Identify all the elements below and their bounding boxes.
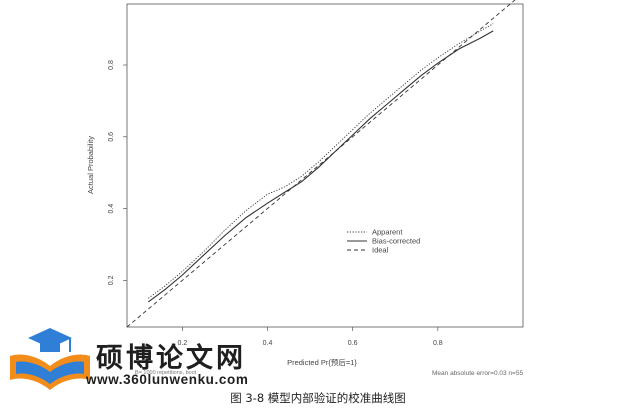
x-tick-label: 0.6: [348, 340, 358, 347]
x-tick-label: 0.4: [263, 340, 273, 347]
x-tick-label: 0.8: [433, 340, 443, 347]
footer-right-note: Mean absolute error=0.03 n=55: [432, 370, 524, 377]
legend-label: Bias-corrected: [372, 237, 420, 246]
y-tick-label: 0.8: [108, 60, 115, 70]
figure-caption: 图 3-8 模型内部验证的校准曲线图: [230, 391, 406, 405]
ticks-layer: 0.2 0.4 0.6 0.8 0.2 0.4 0.6 0.8: [108, 60, 443, 347]
y-tick-label: 0.6: [108, 132, 115, 142]
graduation-cap-book-icon: [10, 328, 90, 390]
lines-layer: [126, 0, 516, 328]
series-line-apparent: [148, 23, 494, 299]
legend-label: Ideal: [372, 246, 389, 255]
footer-left-note: B= 1000 repetitions, boot: [135, 370, 197, 376]
y-tick-label: 0.2: [108, 275, 115, 285]
plot-frame: [126, 3, 524, 328]
watermark-site-name: 硕博论文网: [96, 343, 246, 374]
y-axis-label: Actual Probability: [86, 136, 95, 194]
x-axis-label: Predicted Pr{预后=1}: [287, 357, 357, 367]
watermark-logo: 硕博论文网 www.360lunwenku.com: [8, 322, 278, 394]
series-line-ideal: [126, 0, 516, 328]
legend-label: Apparent: [372, 228, 403, 237]
x-tick-label: 0.2: [177, 340, 187, 347]
y-tick-label: 0.4: [108, 204, 115, 214]
series-line-bias-corrected: [147, 30, 494, 303]
watermark-url: www.360lunwenku.com: [86, 372, 249, 387]
